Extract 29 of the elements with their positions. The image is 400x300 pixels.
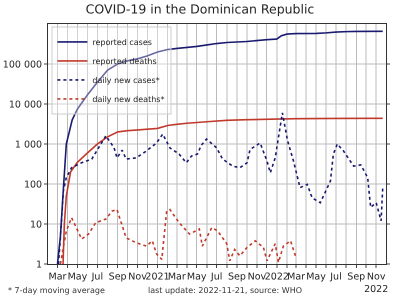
y-tick-label: 1 000 [14,139,42,150]
x-tick-label: Nov 2022 [364,271,388,295]
x-tick-label: Jul [90,271,104,282]
x-tick-label: 2022 [264,271,289,282]
text: * 7-day moving average [8,286,105,295]
legend-label: daily new deaths* [92,95,164,104]
x-tick-label: Mar [287,271,306,282]
legend-label: reported deaths [92,57,157,66]
x-tick-label: May [68,271,88,282]
x-tick-label: Nov [128,271,148,282]
legend-label: reported cases [92,38,152,48]
x-tick-label: May [306,271,326,282]
x-tick-label: Sep [228,271,246,282]
x-tick-label: Nov [248,271,267,282]
x-tick-label: 2021 [145,271,170,282]
x-tick-label: Sep [347,271,366,282]
x-tick-label: Mar [168,271,186,282]
y-tick-label: 10 [30,219,42,230]
x-tick-label: Jul [329,271,342,282]
y-tick-label: 100 000 [2,59,42,70]
y-tick-label: 10 000 [8,99,42,110]
y-tick-label: 100 [24,179,42,190]
y-tick-label: 1 [36,259,42,270]
chart-title: COVID-19 in the Dominican Republic [86,1,314,16]
x-tick-label: Jul [210,271,222,282]
x-tick-label: Mar [48,271,67,282]
text: last update: 2022-11-21, source: WHO [148,286,302,295]
x-tick-label: May [186,271,207,282]
x-tick-label: Sep [108,271,127,282]
